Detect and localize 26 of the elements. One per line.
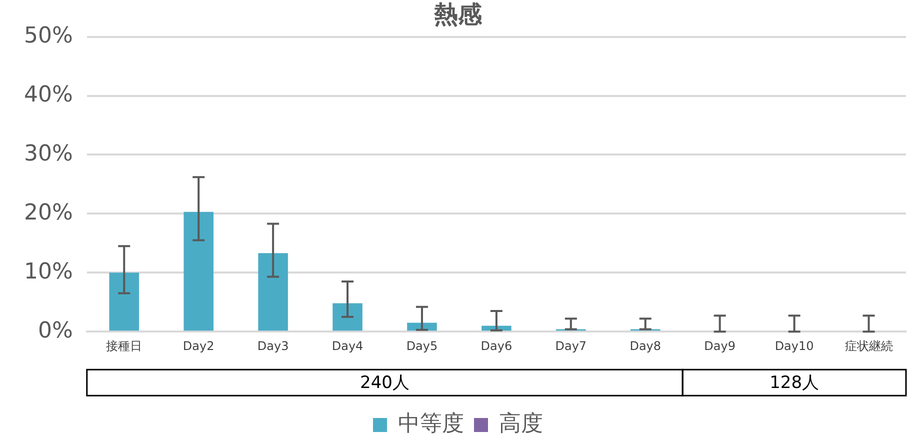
x-tick-label: Day4 (332, 338, 364, 353)
bar (332, 303, 362, 331)
legend-label: 高度 (499, 412, 543, 437)
x-tick-label: Day10 (774, 338, 814, 353)
x-tick-label: 症状継続 (844, 338, 893, 353)
y-tick-label: 20% (24, 200, 73, 226)
x-tick-label: Day8 (630, 338, 662, 353)
y-tick-label: 40% (24, 82, 73, 108)
text: 240人 (360, 373, 410, 394)
bar (184, 212, 214, 331)
x-tick-label: 接種日 (106, 338, 142, 353)
bar (258, 253, 288, 331)
y-tick-label: 0% (38, 318, 73, 344)
x-tick-label: Day5 (406, 338, 438, 353)
text: 128人 (770, 373, 820, 394)
x-tick-label: Day7 (555, 338, 587, 353)
x-tick-label: Day2 (182, 338, 214, 353)
x-tick-label: Day3 (257, 338, 289, 353)
y-tick-label: 30% (24, 141, 73, 166)
x-tick-label: Day9 (704, 338, 736, 353)
x-tick-label: Day6 (480, 338, 512, 353)
legend-label: 中等度 (398, 412, 464, 437)
chart-title: 熱感 (433, 0, 483, 29)
y-tick-label: 50% (24, 24, 73, 49)
bar (109, 272, 140, 331)
y-tick-label: 10% (24, 259, 73, 284)
